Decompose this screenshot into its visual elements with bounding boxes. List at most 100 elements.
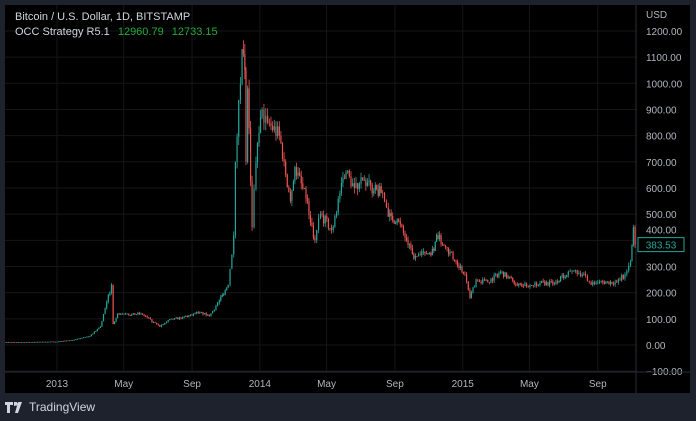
candle-body — [519, 283, 521, 285]
price-chart[interactable]: 1200.00 1100.00 1000.00 900.00 800.00 700.00 6… — [5, 5, 690, 393]
candle-body — [109, 292, 111, 296]
candle-body — [370, 180, 372, 185]
candle-body — [297, 172, 299, 176]
indicator-value-2: 12733.15 — [171, 26, 218, 38]
candle-body — [178, 317, 180, 320]
chart-panel[interactable]: 1200.00 1100.00 1000.00 900.00 800.00 700.00 6… — [5, 5, 690, 393]
candle-body — [295, 167, 298, 176]
candle-body — [398, 219, 400, 222]
candle-body — [45, 341, 47, 343]
last-price-label: 383.53 — [646, 241, 677, 252]
candle-body — [98, 328, 100, 330]
candle-body — [414, 256, 417, 259]
price-tick-label: 500.00 — [646, 210, 677, 221]
candle-body — [82, 337, 85, 339]
candle-body — [27, 341, 29, 343]
candle-body — [629, 261, 632, 266]
candle-body — [300, 175, 302, 184]
candle-body — [555, 281, 557, 284]
candle-body — [102, 314, 105, 322]
candle-body — [566, 274, 568, 278]
tradingview-logo[interactable]: TradingView — [5, 400, 95, 414]
candle-body — [365, 180, 367, 186]
candle-body — [597, 282, 599, 284]
candle-body — [114, 321, 116, 325]
candle-body — [547, 282, 549, 286]
candle-body — [621, 274, 623, 281]
candle-body — [92, 333, 94, 335]
candle-body — [95, 331, 97, 332]
indicator-legend[interactable]: OCC Strategy R5.1 12960.79 12733.15 — [15, 26, 218, 38]
candle-body — [614, 281, 616, 285]
candle-body — [191, 314, 193, 316]
candle-body — [183, 316, 185, 318]
candle-body — [156, 322, 158, 325]
candle-body — [68, 340, 71, 342]
candle-body — [299, 172, 301, 176]
candle-body — [408, 244, 411, 246]
candle-body — [61, 340, 63, 342]
candle-body — [218, 300, 220, 304]
candle-body — [563, 274, 565, 278]
candle-body — [200, 312, 203, 313]
candle-body — [588, 281, 590, 283]
candle-body — [382, 193, 384, 194]
candle-body — [327, 218, 329, 229]
candle-body — [308, 200, 310, 216]
candle-body — [430, 253, 432, 256]
candle-body — [595, 282, 597, 284]
candle-body — [316, 229, 318, 241]
candle-body — [309, 215, 312, 223]
candle-body — [581, 274, 583, 277]
candle-body — [493, 274, 495, 281]
candle-body — [544, 281, 546, 286]
candle-body — [434, 241, 436, 251]
candle-body — [574, 270, 577, 272]
candle-body — [72, 339, 74, 341]
candle-body — [402, 226, 405, 233]
candle-body — [267, 115, 269, 123]
candle-body — [377, 189, 379, 196]
candle-body — [374, 185, 376, 191]
candle-body — [380, 186, 382, 194]
candle-body — [126, 313, 128, 315]
candle-body — [148, 317, 150, 319]
candle-body — [110, 284, 113, 293]
candle-body — [498, 272, 500, 277]
candle-body — [135, 314, 137, 316]
candle-body — [371, 184, 373, 194]
candle-body — [447, 247, 450, 255]
price-tick-label: 700.00 — [646, 158, 677, 169]
candle-body — [281, 142, 284, 159]
candle-body — [123, 313, 125, 315]
candle-body — [182, 317, 184, 319]
candle-body — [431, 248, 433, 256]
candle-body — [532, 285, 534, 287]
time-tick-label: 2013 — [46, 379, 69, 390]
price-tick-label: 600.00 — [646, 184, 677, 195]
candle-body — [542, 280, 544, 282]
candle-body — [461, 266, 463, 273]
candle-body — [65, 340, 67, 342]
candle-body — [213, 309, 215, 312]
candle-body — [334, 216, 336, 227]
candle-body — [87, 336, 89, 338]
symbol-legend[interactable]: Bitcoin / U.S. Dollar, 1D, BITSTAMP — [15, 11, 190, 23]
candle-body — [537, 285, 539, 286]
candle-body — [438, 235, 441, 239]
candle-body — [564, 277, 566, 278]
candle-body — [84, 337, 86, 338]
candle-body — [48, 341, 50, 343]
candle-body — [283, 158, 285, 162]
candle-body — [329, 228, 331, 230]
candle-body — [278, 126, 280, 136]
candle-body — [188, 315, 190, 318]
candle-body — [363, 180, 365, 181]
candle-body — [273, 126, 275, 131]
candle-body — [217, 303, 219, 306]
candle-body — [145, 315, 147, 317]
candle-body — [291, 190, 293, 202]
candle-body — [453, 259, 456, 262]
candle-body — [529, 285, 531, 287]
candle-body — [390, 212, 392, 216]
